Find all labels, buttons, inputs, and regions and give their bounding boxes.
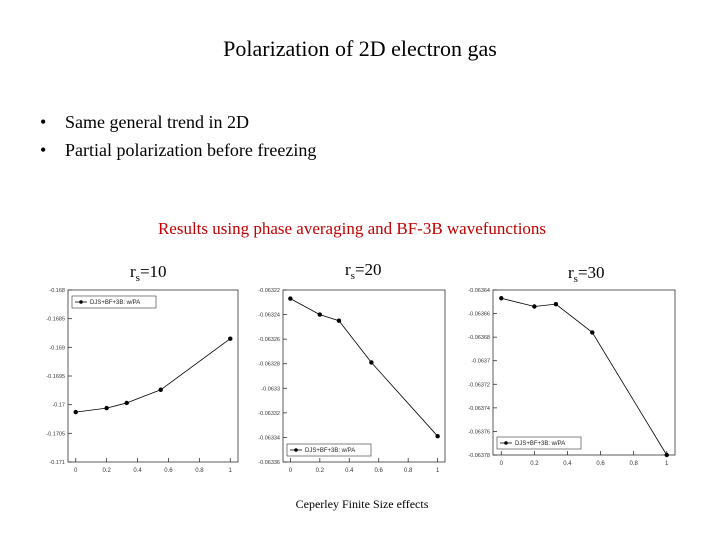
legend-label: DJS+BF+3B: w/PA: [515, 441, 565, 447]
x-tick-label: 1: [436, 468, 440, 474]
legend-marker: [294, 448, 298, 452]
plot-frame: [492, 289, 676, 456]
legend-label: DJS+BF+3B: w/PA: [305, 448, 355, 454]
data-point: [288, 296, 293, 301]
y-tick-label: -0.06334: [258, 435, 280, 441]
data-point: [228, 336, 233, 341]
y-tick-label: -0.06374: [468, 406, 490, 412]
x-tick-label: 0.8: [629, 461, 638, 467]
label-rest: =10: [140, 262, 167, 281]
plot-frame: [282, 289, 446, 463]
x-tick-label: 0.4: [563, 461, 572, 467]
y-tick-label: -0.06372: [468, 382, 490, 388]
y-tick-label: -0.06378: [468, 453, 490, 459]
x-tick-label: 0.8: [404, 468, 413, 474]
y-tick-label: -0.0637: [471, 359, 490, 365]
y-tick-label: -0.06322: [258, 288, 280, 294]
series-line: [75, 338, 231, 413]
label-sub: s: [574, 273, 578, 285]
legend-box: [286, 443, 372, 457]
x-tick-label: 1: [229, 468, 233, 474]
y-tick-label: -0.06336: [258, 460, 280, 466]
y-tick-label: -0.1705: [46, 431, 65, 437]
series-line: [290, 298, 438, 437]
y-tick-label: -0.17: [52, 403, 65, 409]
x-tick-label: 0.2: [102, 468, 111, 474]
legend-marker: [79, 300, 83, 304]
x-tick-label: 0.2: [316, 468, 325, 474]
data-point: [158, 387, 163, 392]
data-point: [124, 400, 129, 406]
y-tick-label: -0.0633: [261, 386, 280, 392]
y-tick-label: -0.06376: [468, 429, 490, 435]
y-tick-label: -0.06366: [468, 312, 490, 318]
label-sub: s: [136, 272, 140, 284]
data-point: [435, 434, 440, 439]
x-tick-label: 0.4: [345, 468, 354, 474]
data-point: [104, 405, 109, 411]
plot-label: rs=30: [568, 263, 605, 285]
x-tick-label: 0.6: [375, 468, 384, 474]
footer: Ceperley Finite Size effects: [296, 497, 429, 511]
y-tick-label: -0.06368: [468, 335, 490, 341]
legend-marker: [504, 441, 508, 445]
data-point: [532, 304, 537, 309]
data-point: [336, 318, 342, 323]
x-tick-label: 0.2: [530, 461, 539, 467]
label-main: r: [130, 262, 136, 281]
y-tick-label: -0.168: [49, 288, 65, 294]
label-main: r: [568, 263, 574, 282]
x-tick-label: 0.6: [596, 461, 605, 467]
bullet-text: Partial polarization before freezing: [65, 140, 316, 160]
x-tick-label: 1: [665, 461, 669, 467]
data-point: [73, 409, 78, 415]
label-rest: =30: [578, 263, 605, 282]
y-tick-label: -0.06332: [258, 411, 280, 417]
subtitle: Results using phase averaging and BF-3B …: [158, 219, 546, 238]
y-tick-label: -0.06328: [258, 362, 280, 368]
data-point: [664, 452, 669, 458]
label-rest: =20: [355, 260, 382, 279]
series-line: [501, 297, 668, 456]
y-tick-label: -0.1695: [46, 374, 65, 380]
y-tick-label: -0.06324: [258, 313, 280, 319]
x-tick-label: 0: [500, 461, 504, 467]
y-tick-label: -0.169: [49, 345, 65, 351]
bullet-text: Same general trend in 2D: [65, 112, 249, 132]
data-point: [590, 330, 595, 335]
label-sub: s: [351, 270, 355, 282]
x-tick-label: 0.4: [133, 468, 142, 474]
plot-label: rs=10: [130, 262, 167, 284]
bullet-dot: •: [40, 112, 46, 132]
x-tick-label: 0: [74, 468, 78, 474]
legend-box: [496, 436, 582, 450]
bullet-dot: •: [40, 140, 46, 160]
x-tick-label: 0.6: [164, 468, 173, 474]
x-tick-label: 0.8: [195, 468, 204, 474]
plot-label: rs=20: [345, 260, 382, 282]
data-point: [317, 312, 323, 317]
data-point: [369, 360, 374, 365]
x-tick-label: 0: [289, 468, 293, 474]
y-tick-label: -0.06326: [258, 337, 280, 343]
data-point: [553, 301, 559, 307]
y-tick-label: -0.1685: [46, 317, 65, 323]
label-main: r: [345, 260, 351, 279]
plot-frame: [67, 289, 239, 463]
data-point: [499, 296, 504, 301]
slide-title: Polarization of 2D electron gas: [223, 36, 497, 61]
legend-box: [71, 295, 157, 309]
y-tick-label: -0.06364: [468, 288, 490, 294]
y-tick-label: -0.171: [49, 460, 65, 466]
legend-label: DJS+BF+3B: w/PA: [90, 300, 140, 306]
